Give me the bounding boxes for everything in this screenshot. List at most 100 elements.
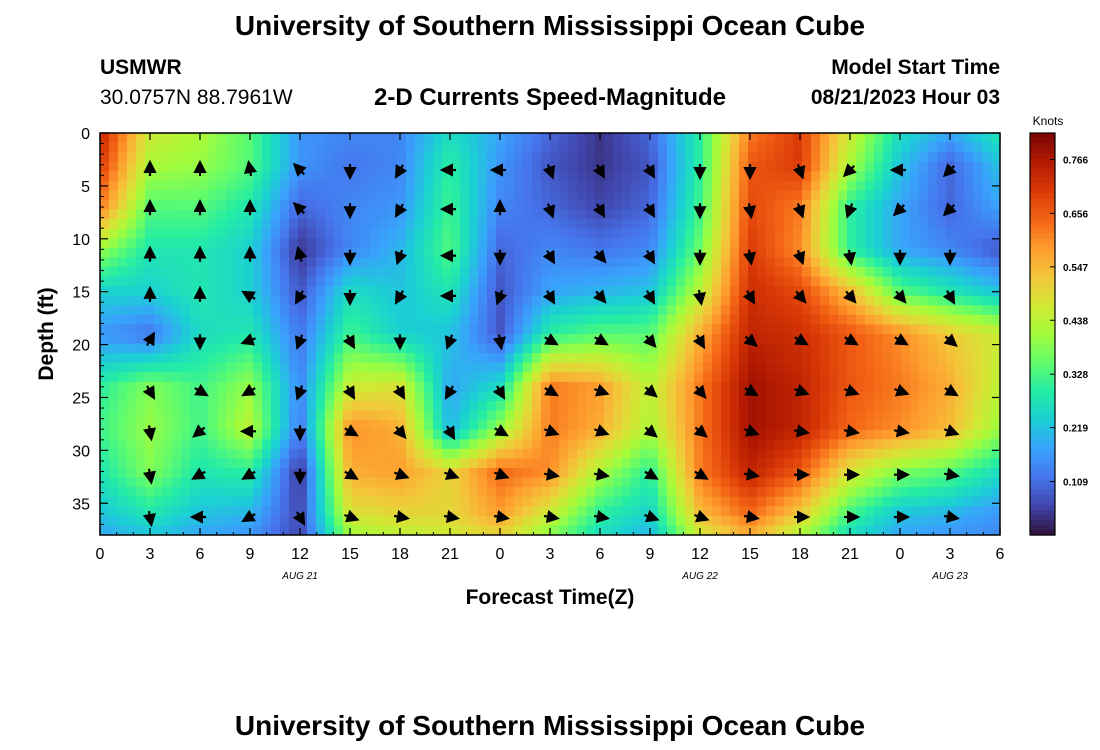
heatmap-cell bbox=[784, 257, 794, 268]
heatmap-cell bbox=[586, 362, 596, 373]
heatmap-cell bbox=[829, 171, 839, 182]
heatmap-cell bbox=[865, 515, 875, 527]
heatmap-cell bbox=[523, 247, 533, 259]
heatmap-cell bbox=[316, 343, 326, 354]
heatmap-cell bbox=[451, 496, 461, 507]
heatmap-cell bbox=[847, 343, 857, 354]
heatmap-cell bbox=[928, 334, 938, 345]
heatmap-cell bbox=[649, 525, 659, 535]
heatmap-cell bbox=[442, 142, 452, 153]
heatmap-cell bbox=[262, 429, 272, 440]
heatmap-cell bbox=[316, 247, 326, 259]
heatmap-cell bbox=[685, 286, 695, 297]
heatmap-cell bbox=[406, 171, 416, 182]
heatmap-cell bbox=[658, 487, 668, 498]
heatmap-cell bbox=[280, 439, 290, 450]
heatmap-cell bbox=[127, 200, 137, 211]
heatmap-cell bbox=[658, 171, 668, 182]
heatmap-cell bbox=[289, 515, 299, 527]
heatmap-cell bbox=[910, 142, 920, 153]
heatmap-cell bbox=[406, 276, 416, 287]
heatmap-cell bbox=[586, 209, 596, 220]
heatmap-cell bbox=[505, 247, 515, 259]
current-vector-arrow bbox=[843, 289, 857, 304]
current-vector-arrow bbox=[394, 164, 408, 179]
heatmap-cell bbox=[181, 439, 191, 450]
heatmap-cell bbox=[217, 276, 227, 287]
heatmap-cell bbox=[127, 334, 137, 345]
heatmap-cell bbox=[847, 180, 857, 192]
heatmap-cell bbox=[658, 448, 668, 460]
colorbar-swatch bbox=[1030, 494, 1055, 501]
heatmap-cell bbox=[937, 458, 947, 469]
heatmap-cell bbox=[532, 209, 542, 220]
heatmap-cell bbox=[838, 410, 848, 421]
heatmap-cell bbox=[919, 314, 929, 326]
heatmap-cell bbox=[100, 305, 110, 316]
heatmap-cell bbox=[973, 515, 983, 527]
heatmap-cell bbox=[487, 420, 497, 431]
heatmap-cell bbox=[478, 429, 488, 440]
heatmap-cell bbox=[199, 305, 209, 316]
heatmap-cell bbox=[577, 448, 587, 460]
heatmap-cell bbox=[622, 133, 632, 144]
heatmap-cell bbox=[523, 401, 533, 412]
heatmap-cell bbox=[505, 286, 515, 297]
heatmap-cell bbox=[910, 496, 920, 507]
heatmap-cell bbox=[334, 276, 344, 287]
heatmap-cell bbox=[964, 133, 974, 144]
heatmap-cell bbox=[712, 161, 722, 172]
heatmap-cell bbox=[973, 142, 983, 153]
heatmap-cell bbox=[694, 209, 704, 220]
heatmap-cell bbox=[451, 152, 461, 163]
heatmap-cell bbox=[820, 429, 830, 440]
heatmap-cell bbox=[136, 525, 146, 535]
heatmap-cell bbox=[811, 381, 821, 393]
heatmap-cell bbox=[280, 276, 290, 287]
heatmap-cell bbox=[478, 200, 488, 211]
heatmap-cell bbox=[226, 152, 236, 163]
heatmap-cell bbox=[856, 353, 866, 364]
heatmap-cell bbox=[883, 334, 893, 345]
heatmap-cell bbox=[901, 448, 911, 460]
heatmap-cell bbox=[622, 286, 632, 297]
heatmap-cell bbox=[118, 458, 128, 469]
heatmap-cell bbox=[100, 362, 110, 373]
heatmap-cell bbox=[469, 525, 479, 535]
heatmap-cell bbox=[154, 257, 164, 268]
heatmap-cell bbox=[253, 372, 263, 383]
heatmap-cell bbox=[730, 161, 740, 172]
heatmap-cell bbox=[379, 219, 389, 230]
heatmap-cell bbox=[532, 458, 542, 469]
heatmap-cell bbox=[127, 487, 137, 498]
heatmap-cell bbox=[514, 295, 524, 306]
heatmap-cell bbox=[550, 305, 560, 316]
heatmap-cell bbox=[730, 276, 740, 287]
heatmap-cell bbox=[280, 180, 290, 192]
heatmap-cell bbox=[703, 267, 713, 278]
heatmap-cell bbox=[937, 219, 947, 230]
heatmap-cell bbox=[721, 362, 731, 373]
heatmap-cell bbox=[271, 142, 281, 153]
heatmap-cell bbox=[172, 391, 182, 402]
heatmap-cell bbox=[712, 515, 722, 527]
heatmap-cell bbox=[208, 429, 218, 440]
heatmap-cell bbox=[523, 448, 533, 460]
heatmap-cell bbox=[964, 515, 974, 527]
heatmap-cell bbox=[451, 506, 461, 517]
x-tick-label: 12 bbox=[291, 546, 309, 563]
heatmap-cell bbox=[334, 133, 344, 144]
heatmap-cell bbox=[487, 286, 497, 297]
heatmap-cell bbox=[739, 133, 749, 144]
heatmap-cell bbox=[217, 334, 227, 345]
heatmap-cell bbox=[865, 219, 875, 230]
heatmap-cell bbox=[820, 267, 830, 278]
heatmap-cell bbox=[631, 429, 641, 440]
heatmap-cell bbox=[649, 506, 659, 517]
heatmap-cell bbox=[829, 334, 839, 345]
heatmap-cell bbox=[235, 142, 245, 153]
heatmap-cell bbox=[694, 247, 704, 259]
heatmap-cell bbox=[415, 420, 425, 431]
heatmap-cell bbox=[748, 142, 758, 153]
heatmap-cell bbox=[487, 515, 497, 527]
